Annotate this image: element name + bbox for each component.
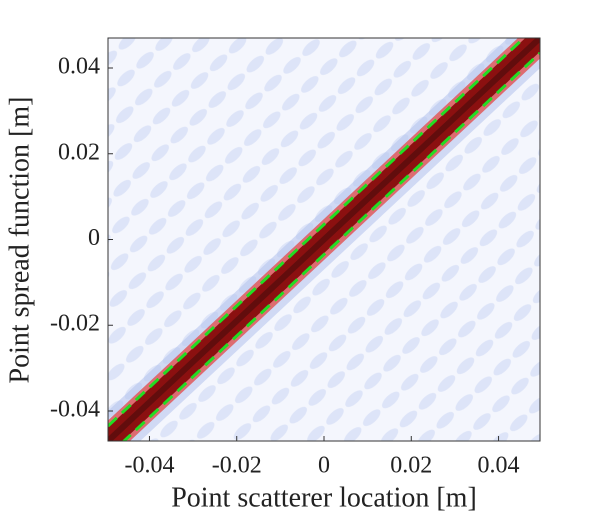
y-tick-label: 0.04 (58, 54, 100, 80)
x-tick-label: -0.04 (124, 453, 174, 479)
x-tick-label: 0 (318, 453, 330, 479)
dashed-line (121, 51, 540, 441)
plot-area (108, 38, 540, 441)
y-axis-label: Point spread function [m] (4, 97, 35, 384)
x-tick-label: 0.04 (478, 453, 520, 479)
y-tick-label: -0.02 (50, 311, 100, 337)
x-axis-label: Point scatterer location [m] (171, 482, 477, 513)
y-tick-label: 0.02 (58, 139, 100, 165)
y-tick-label: 0 (88, 225, 100, 251)
dashed-line (108, 38, 527, 428)
x-tick-label: 0.02 (390, 453, 432, 479)
x-tick-label: -0.02 (212, 453, 262, 479)
band-core (108, 38, 540, 441)
y-tick-label: -0.04 (50, 396, 100, 422)
